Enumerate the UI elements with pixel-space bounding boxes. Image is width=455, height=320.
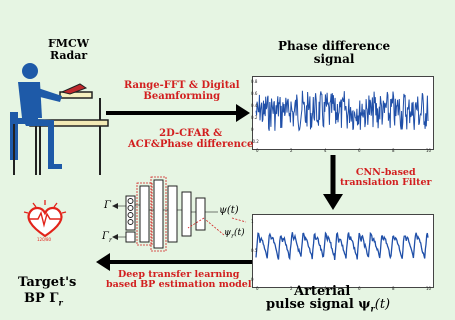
bp-label-text: BP Γ	[24, 291, 59, 306]
bp-label-sub: r	[58, 297, 63, 308]
bp-label: BP Γr	[24, 291, 63, 308]
range-fft-label: Range-FFT & Digital Beamforming	[124, 80, 240, 102]
pulse-signal-label: pulse signal ψr(t)	[266, 297, 391, 314]
y-tick-label: 1	[251, 219, 254, 224]
nn-input-psi-r: ψr(t)	[224, 228, 245, 240]
x-tick-label: 0	[256, 148, 259, 153]
pulse-signal-text: pulse signal ψ	[266, 297, 371, 312]
nn-input-psi-r-symbol: ψ	[224, 228, 232, 238]
arterial-pulse-plot	[252, 214, 434, 288]
x-tick-label: 2	[290, 286, 293, 291]
y-tick-label: 0	[251, 127, 254, 132]
y-tick-label: 0.5	[251, 248, 258, 253]
y-tick-label: 0.2	[251, 115, 258, 120]
pulse-signal-arg: (t)	[374, 297, 391, 312]
nn-input-psi: ψ(t)	[219, 205, 239, 216]
heart-reading: 120/80	[37, 237, 52, 242]
radar-label: FMCW Radar	[48, 37, 90, 63]
target-label: Target's	[18, 275, 77, 290]
phase-signal-title: Phase difference signal	[278, 39, 391, 67]
y-tick-label: 0.8	[251, 79, 258, 84]
x-tick-label: 8	[392, 286, 395, 291]
x-tick-label: 6	[358, 286, 361, 291]
x-tick-label: 2	[290, 148, 293, 153]
arterial-label: Arterial	[294, 284, 351, 299]
x-tick-label: 0	[256, 286, 259, 291]
nn-output-gamma-r-symbol: Γ	[102, 231, 109, 242]
y-tick-label: 0.6	[251, 91, 258, 96]
x-tick-label: 10	[426, 148, 432, 153]
y-tick-label: 0.4	[251, 103, 258, 108]
x-tick-label: 8	[392, 148, 395, 153]
x-tick-label: 10	[426, 286, 432, 291]
x-tick-label: 4	[324, 286, 327, 291]
y-tick-label: -0.2	[251, 139, 259, 144]
pulse-signal-sub: r	[370, 303, 375, 314]
nn-output-gamma: Γ	[104, 200, 111, 211]
nn-output-gamma-r: Γr	[102, 231, 112, 244]
cnn-filter-label: CNN-based translation Filter	[340, 167, 432, 189]
cfar-label: 2D-CFAR & ACF&Phase difference	[128, 128, 254, 150]
bp-model-label: Deep transfer learning based BP estimati…	[106, 269, 252, 291]
x-tick-label: 4	[324, 148, 327, 153]
x-tick-label: 6	[358, 148, 361, 153]
y-tick-label: 0	[251, 277, 254, 282]
